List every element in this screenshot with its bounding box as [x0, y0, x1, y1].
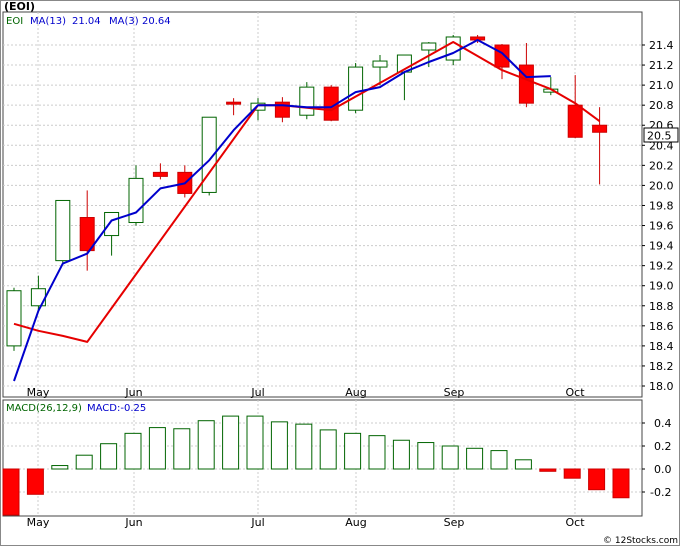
price-tick-label: 18.4: [649, 340, 674, 353]
price-x-tick-label: May: [27, 386, 50, 399]
macd-bar-positive: [344, 432, 362, 470]
macd-bar-positive: [124, 432, 142, 470]
price-tick-label: 21.0: [649, 79, 674, 92]
last-price-tag: [643, 127, 679, 143]
chart-title: (EOI): [4, 0, 35, 13]
last-price-label: 20.5: [647, 130, 672, 143]
macd-bar-negative: [588, 468, 606, 491]
macd-bar-negative: [26, 468, 44, 495]
macd-bar-positive: [148, 427, 166, 470]
macd-bar-positive: [197, 420, 215, 470]
candle-body-up: [104, 211, 120, 237]
price-tick-label: 20.0: [649, 179, 674, 192]
price-tick-label: 21.2: [649, 59, 674, 72]
legend-symbol: EOI: [6, 16, 23, 27]
legend-ma3-label: MA(3): [109, 16, 139, 27]
candle-body-up: [6, 290, 22, 347]
macd-bar-negative: [2, 468, 20, 516]
macd-bar-positive: [270, 421, 288, 470]
macd-x-tick-label: Jul: [250, 516, 264, 529]
price-tick-label: 18.8: [649, 300, 674, 313]
macd-tick-label: 0.0: [654, 463, 672, 476]
legend-ma3-value: 20.64: [142, 16, 171, 27]
macd-bar-negative: [612, 468, 630, 499]
candle-body-up: [445, 36, 461, 61]
macd-bar-positive: [173, 428, 191, 470]
macd-bar-negative: [539, 468, 557, 472]
price-x-tick-label: Sep: [444, 386, 465, 399]
macd-bar-positive: [319, 429, 337, 470]
macd-bar-positive: [295, 423, 313, 470]
candle-body-up: [299, 86, 315, 116]
price-x-tick-label: Jul: [250, 386, 264, 399]
candle-body-down: [79, 217, 95, 252]
price-tick-label: 19.6: [649, 220, 674, 233]
legend-ma13-label: MA(13): [30, 16, 66, 27]
price-panel-frame: [2, 11, 643, 398]
price-axis-ticks: 18.0 18.2 18.4 18.6 18.8 19.0 19.2 19.4 19.6 19.8…: [642, 39, 674, 393]
price-tick-label: 19.2: [649, 260, 674, 273]
macd-bar-positive: [490, 450, 508, 470]
x-axis-ticks: May Jun Jul Aug Sep Oct May Jun Jul Aug Sep Oct: [27, 386, 586, 529]
candle-body-down: [152, 171, 168, 177]
price-grid: [3, 12, 642, 397]
watermark: © 12Stocks.com: [603, 536, 678, 546]
macd-x-tick-label: Sep: [444, 516, 465, 529]
macd-tick-label: 0.4: [654, 417, 672, 430]
price-tick-label: 18.6: [649, 320, 674, 333]
legend-ma13-value: 21.04: [72, 16, 101, 27]
macd-bar-positive: [246, 415, 264, 470]
price-tick-label: 18.0: [649, 380, 674, 393]
macd-bar-positive: [417, 442, 435, 470]
macd-x-tick-label: Jun: [124, 516, 142, 529]
candle-body-up: [55, 199, 71, 262]
macd-bar-positive: [51, 465, 69, 470]
macd-bar-positive: [75, 454, 93, 470]
price-x-tick-label: Oct: [565, 386, 585, 399]
macd-x-tick-label: May: [27, 516, 50, 529]
price-tick-label: 19.4: [649, 240, 674, 253]
price-x-tick-label: Jun: [124, 386, 142, 399]
candles: [6, 34, 608, 351]
price-tick-label: 20.4: [649, 139, 674, 152]
macd-x-tick-label: Oct: [565, 516, 585, 529]
macd-legend-value: MACD:-0.25: [87, 403, 146, 414]
candle-body-down: [518, 64, 534, 104]
candle-body-down: [592, 124, 608, 133]
candle-body-up: [372, 60, 388, 68]
candle-body-up: [421, 42, 437, 51]
macd-bar-positive: [466, 447, 484, 470]
price-x-tick-label: Aug: [345, 386, 366, 399]
ma13-line: [13, 39, 551, 382]
macd-x-tick-label: Aug: [345, 516, 366, 529]
macd-legend-label: MACD(26,12,9): [6, 403, 82, 414]
macd-bar-positive: [100, 443, 118, 470]
macd-bar-negative: [563, 468, 581, 479]
macd-bar-positive: [392, 439, 410, 470]
macd-tick-label: 0.2: [654, 440, 672, 453]
candle-body-up: [201, 116, 217, 193]
price-tick-label: 19.0: [649, 280, 674, 293]
macd-bar-positive: [441, 445, 459, 470]
macd-tick-label: -0.2: [650, 486, 671, 499]
candle-body-up: [348, 66, 364, 111]
macd-bar-positive: [368, 435, 386, 470]
macd-bar-positive: [222, 415, 240, 470]
price-tick-label: 20.8: [649, 99, 674, 112]
macd-bar-positive: [514, 459, 532, 470]
price-tick-label: 21.4: [649, 39, 674, 52]
macd-bars: [2, 415, 630, 516]
price-tick-label: 19.8: [649, 199, 674, 212]
candle-body-down: [226, 101, 242, 105]
price-tick-label: 18.2: [649, 360, 674, 373]
candle-body-down: [494, 44, 510, 68]
candle-body-up: [128, 177, 144, 224]
macd-axis-ticks: -0.2 0.0 0.2 0.4: [642, 417, 672, 499]
price-tick-label: 20.2: [649, 159, 674, 172]
moving-average-lines: [13, 39, 601, 382]
candle-body-down: [567, 104, 583, 138]
